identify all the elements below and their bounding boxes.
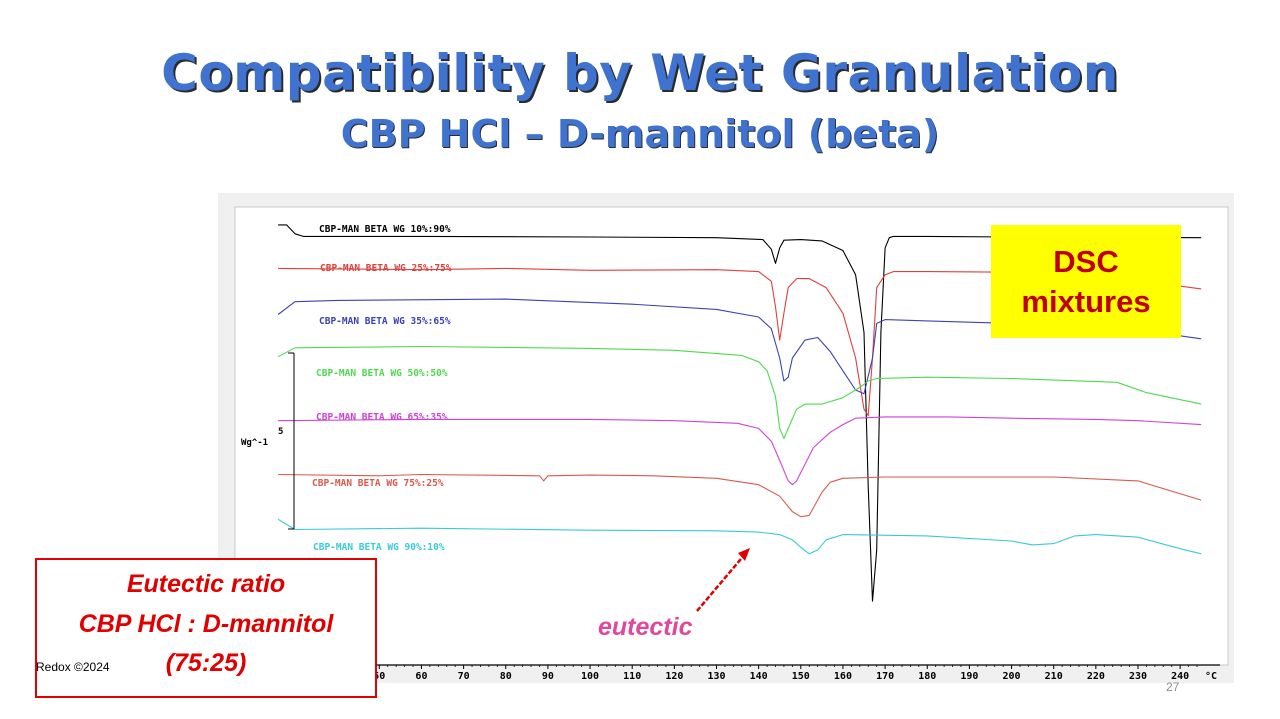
x-tick-label-90: 90	[542, 671, 554, 682]
dsc-trace-1	[278, 224, 1202, 602]
x-tick-label-220: 220	[1087, 671, 1105, 682]
eutectic-ratio-components: CBP HCl : D-mannitol	[78, 610, 334, 638]
series-label-7: CBP-MAN BETA WG 90%:10%	[313, 542, 445, 553]
series-label-6: CBP-MAN BETA WG 75%:25%	[312, 478, 444, 489]
dsc-trace-3	[277, 298, 1202, 395]
slide-subtitle: CBP HCl – D-mannitol (beta)	[340, 112, 940, 156]
dsc-trace-7	[277, 518, 1202, 555]
x-tick-label-130: 130	[707, 671, 725, 682]
series-label-3: CBP-MAN BETA WG 35%:65%	[319, 316, 451, 327]
y-axis-unit: Wg^-1	[241, 438, 268, 448]
series-label-1: CBP-MAN BETA WG 10%:90%	[319, 224, 451, 235]
x-tick-label-150: 150	[792, 671, 810, 682]
eutectic-annotation: eutectic	[598, 613, 693, 641]
x-tick-label-230: 230	[1129, 671, 1147, 682]
x-tick-label-140: 140	[750, 671, 768, 682]
x-tick-label-170: 170	[876, 671, 894, 682]
eutectic-ratio-heading: Eutectic ratio	[126, 570, 286, 598]
dsc-traces	[277, 224, 1202, 602]
x-axis-ticks: 3040506070809010011012013014015016017018…	[277, 665, 1217, 682]
x-tick-label-80: 80	[500, 671, 512, 682]
x-tick-label-200: 200	[1003, 671, 1021, 682]
series-label-5: CBP-MAN BETA WG 65%:35%	[316, 412, 448, 423]
dsc-label-line1: DSC	[1053, 243, 1119, 279]
x-tick-label-60: 60	[415, 671, 427, 682]
x-tick-label-160: 160	[834, 671, 852, 682]
series-label-4: CBP-MAN BETA WG 50%:50%	[316, 368, 448, 379]
dsc-trace-2	[278, 267, 1202, 417]
x-tick-label-180: 180	[918, 671, 936, 682]
y-scale-bar: 5 Wg^-1	[241, 352, 295, 530]
dsc-trace-6	[278, 473, 1202, 518]
eutectic-arrow	[696, 552, 747, 612]
x-tick-label-70: 70	[458, 671, 470, 682]
x-tick-label-190: 190	[960, 671, 978, 682]
x-tick-label-50: 50	[373, 671, 385, 682]
series-label-2: CBP-MAN BETA WG 25%:75%	[320, 263, 452, 274]
x-tick-label-100: 100	[581, 671, 599, 682]
x-tick-label-120: 120	[665, 671, 683, 682]
slide-title: Compatibility by Wet Granulation	[161, 44, 1119, 102]
x-axis-unit: °C	[1205, 671, 1217, 682]
x-tick-label-240: 240	[1171, 671, 1189, 682]
page-number: 27	[1166, 680, 1180, 694]
dsc-label-line2: mixtures	[1021, 283, 1151, 319]
series-labels: CBP-MAN BETA WG 10%:90% CBP-MAN BETA WG 2…	[312, 224, 452, 553]
eutectic-arrowhead	[738, 548, 750, 561]
dsc-trace-4	[277, 345, 1202, 440]
scale-bar-value: 5	[278, 427, 283, 437]
eutectic-ratio-box: Eutectic ratio CBP HCl : D-mannitol (75:…	[35, 558, 377, 698]
eutectic-ratio-value: (75:25)	[165, 649, 247, 677]
x-tick-label-110: 110	[623, 671, 641, 682]
footer-copyright: Redox ©2024	[36, 660, 110, 674]
dsc-mixtures-label: DSC mixtures	[991, 225, 1181, 338]
dsc-trace-5	[278, 416, 1202, 486]
x-tick-label-210: 210	[1045, 671, 1063, 682]
